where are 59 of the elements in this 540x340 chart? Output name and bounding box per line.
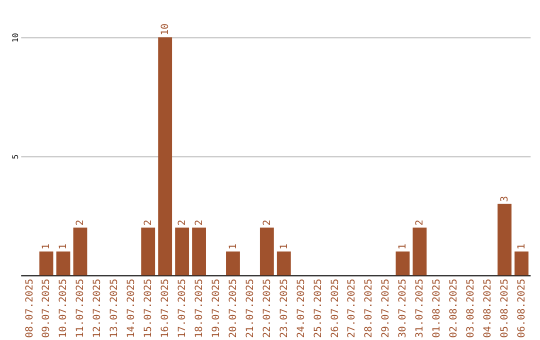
bar	[141, 228, 156, 276]
bar	[226, 251, 240, 276]
x-tick-label: 13.07.2025	[109, 278, 120, 338]
bar	[73, 228, 88, 276]
data-label: 2	[75, 220, 86, 226]
data-label: 10	[160, 23, 172, 36]
x-tick-label: 02.08.2025	[448, 278, 460, 338]
data-label: 2	[262, 220, 273, 226]
x-tick-label: 06.08.2025	[516, 278, 528, 338]
x-tick-label: 18.07.2025	[194, 278, 205, 338]
x-tick-label: 11.07.2025	[75, 278, 86, 338]
data-label: 2	[143, 220, 154, 226]
bar	[396, 251, 410, 276]
x-tick-label: 29.07.2025	[380, 278, 392, 338]
bar	[260, 228, 274, 276]
bar	[276, 251, 291, 276]
x-tick-label: 01.08.2025	[432, 278, 443, 338]
x-tick-label: 17.07.2025	[177, 278, 188, 338]
bar	[192, 228, 206, 276]
x-tick-label: 20.07.2025	[228, 278, 239, 338]
x-tick-label: 28.07.2025	[364, 278, 375, 338]
x-tick-label: 25.07.2025	[312, 278, 324, 338]
x-tick-label: 30.07.2025	[398, 278, 409, 338]
x-tick-label: 23.07.2025	[278, 278, 290, 338]
data-label: 1	[278, 243, 290, 250]
bar	[56, 251, 70, 276]
data-label: 1	[398, 243, 409, 250]
data-label: 3	[499, 196, 510, 202]
data-label: 1	[58, 243, 70, 250]
x-tick-label: 08.07.2025	[24, 278, 36, 338]
bar	[498, 204, 512, 276]
x-tick-label: 19.07.2025	[210, 278, 222, 338]
x-tick-label: 12.07.2025	[92, 278, 104, 338]
x-tick-label: 03.08.2025	[466, 278, 477, 338]
x-tick-label: 21.07.2025	[244, 278, 256, 338]
data-label: 1	[516, 243, 528, 250]
data-label: 2	[194, 220, 205, 226]
x-tick-label: 27.07.2025	[346, 278, 358, 338]
y-tick-label: 5	[11, 154, 20, 160]
x-tick-label: 09.07.2025	[41, 278, 52, 338]
x-tick-label: 26.07.2025	[330, 278, 341, 338]
x-tick-label: 10.07.2025	[58, 278, 70, 338]
bar	[175, 228, 190, 276]
data-label: 2	[414, 220, 426, 226]
x-tick-label: 24.07.2025	[296, 278, 307, 338]
x-tick-label: 14.07.2025	[126, 278, 138, 338]
x-tick-label: 16.07.2025	[160, 278, 172, 338]
x-tick-label: 15.07.2025	[143, 278, 154, 338]
x-tick-label: 31.07.2025	[414, 278, 426, 338]
x-tick-label: 05.08.2025	[499, 278, 510, 338]
bar	[158, 37, 172, 276]
data-label: 1	[228, 243, 239, 250]
bar	[514, 251, 528, 276]
x-tick-label: 22.07.2025	[262, 278, 273, 338]
bar	[39, 251, 54, 276]
data-label: 2	[177, 220, 188, 226]
data-label: 1	[41, 243, 52, 250]
bar	[412, 228, 427, 276]
x-tick-label: 04.08.2025	[482, 278, 494, 338]
